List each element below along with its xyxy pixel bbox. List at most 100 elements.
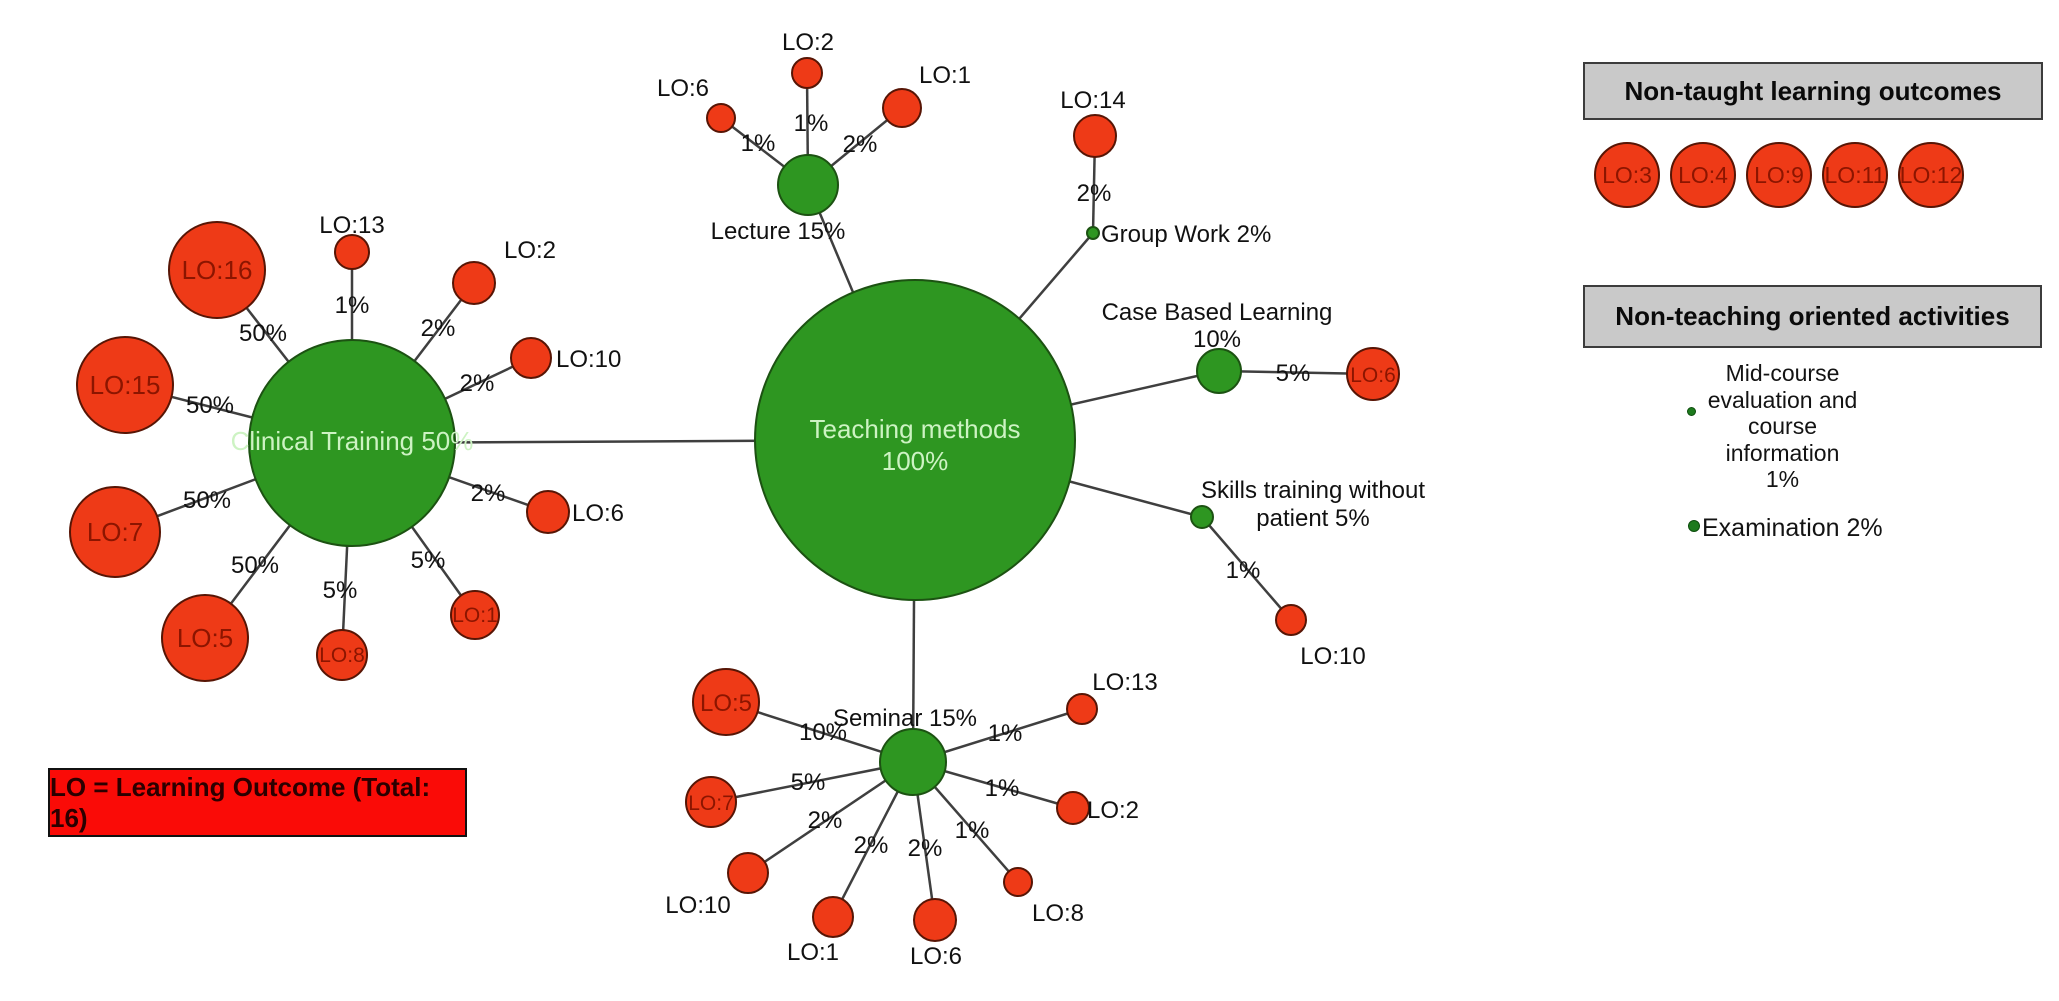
node-sem-lo13	[1066, 693, 1098, 725]
lo-legend-box: LO = Learning Outcome (Total: 16)	[48, 768, 467, 837]
label-seminar-15: Seminar 15%	[833, 705, 977, 732]
label-lo-5: LO:5	[177, 623, 233, 653]
node-cl-lo6	[526, 490, 570, 534]
node-skills	[1190, 505, 1214, 529]
node-cl-lo1	[450, 590, 500, 640]
label-lo-6: LO:6	[657, 75, 709, 102]
node-sk-lo10	[1275, 604, 1307, 636]
lo-legend-text: LO = Learning Outcome (Total: 16)	[50, 771, 431, 833]
label-lo-10: LO:10	[665, 892, 730, 919]
label-50: 50%	[231, 552, 279, 579]
label-1: 1%	[955, 817, 990, 844]
label-lo-2: LO:2	[1087, 797, 1139, 824]
mid-course-label: Mid-course evaluation and course informati…	[1700, 360, 1865, 493]
node-lecture	[777, 154, 839, 216]
node-cl-lo7	[69, 486, 161, 578]
label-1: 1%	[988, 720, 1023, 747]
mid-course-label-line: 1%	[1765, 466, 1800, 492]
label-skills-training-without: Skills training without	[1201, 477, 1425, 504]
label-1: 1%	[335, 292, 370, 319]
node-groupwork	[1086, 226, 1100, 240]
node-lec-lo6	[706, 103, 736, 133]
label-lo-6: LO:6	[1350, 364, 1396, 387]
label-5: 5%	[411, 547, 446, 574]
node-sem-lo5	[692, 668, 760, 736]
label-1: 1%	[794, 110, 829, 137]
non-teaching-title: Non-teaching oriented activities	[1615, 301, 2010, 331]
examination-label: Examination 2%	[1702, 514, 1883, 542]
node-seminar	[879, 728, 947, 796]
node-gw-lo14	[1073, 114, 1117, 158]
node-sem-lo10	[727, 852, 769, 894]
label-2: 2%	[908, 835, 943, 862]
node-lec-lo1	[882, 88, 922, 128]
label-10: 10%	[1193, 326, 1241, 353]
node-case-based	[1196, 348, 1242, 394]
label-lo-1: LO:1	[919, 62, 971, 89]
node-teaching	[754, 279, 1076, 601]
label-5: 5%	[323, 577, 358, 604]
label-2: 2%	[854, 832, 889, 859]
non-teaching-header: Non-teaching oriented activities	[1583, 285, 2042, 348]
label-1: 1%	[1226, 557, 1261, 584]
mid-course-label-line: Mid-course	[1725, 360, 1840, 386]
label-2: 2%	[808, 807, 843, 834]
node-cbl-lo6	[1346, 347, 1400, 401]
non-taught-title: Non-taught learning outcomes	[1624, 75, 2002, 106]
non-taught-circles: LO:3 LO:4 LO:9 LO:11 LO:12	[1594, 142, 1964, 208]
label-lo-1: LO:1	[452, 604, 498, 627]
label-lo-7: LO:7	[87, 517, 143, 547]
label-2: 2%	[843, 131, 878, 158]
mid-course-label-line: evaluation and	[1707, 386, 1858, 413]
label-2: 2%	[471, 480, 506, 507]
non-taught-lo-chip: LO:9	[1746, 142, 1812, 208]
node-clinical	[248, 339, 456, 547]
label-50: 50%	[183, 487, 231, 514]
label-5: 5%	[791, 769, 826, 796]
examination-dot-icon	[1688, 520, 1700, 532]
node-cl-lo8	[316, 629, 368, 681]
label-lo-13: LO:13	[1092, 669, 1157, 696]
label-lo-8: LO:8	[319, 644, 365, 667]
label-lecture-15: Lecture 15%	[711, 218, 846, 245]
label-teaching-methods: Teaching methods	[809, 414, 1020, 444]
label-lo-1: LO:1	[787, 939, 839, 966]
label-lo-2: LO:2	[504, 237, 556, 264]
label-1: 1%	[741, 130, 776, 157]
label-lo-10: LO:10	[556, 346, 621, 373]
label-lo-6: LO:6	[572, 500, 624, 527]
label-1: 1%	[985, 775, 1020, 802]
label-2: 2%	[1077, 180, 1112, 207]
label-lo-10: LO:10	[1300, 643, 1365, 670]
label-lo-13: LO:13	[319, 212, 384, 239]
label-5: 5%	[1276, 360, 1311, 387]
node-cl-lo13	[334, 234, 370, 270]
non-taught-lo-chip: LO:4	[1670, 142, 1736, 208]
label-lo-2: LO:2	[782, 29, 834, 56]
non-taught-lo-chip: LO:11	[1822, 142, 1888, 208]
non-taught-lo-chip: LO:3	[1594, 142, 1660, 208]
label-lo-7: LO:7	[688, 792, 734, 815]
mid-course-label-line: course information	[1725, 413, 1840, 466]
label-50: 50%	[186, 392, 234, 419]
label-10: 10%	[799, 719, 847, 746]
edge-skills-sk-lo10	[1201, 516, 1292, 621]
label-lo-6: LO:6	[910, 943, 962, 970]
node-cl-lo16	[168, 221, 266, 319]
node-sem-lo8	[1003, 867, 1033, 897]
label-case-based-learning: Case Based Learning	[1102, 299, 1333, 326]
node-sem-lo2	[1056, 791, 1090, 825]
node-cl-lo2	[452, 261, 496, 305]
mid-course-dot-icon	[1687, 407, 1696, 416]
non-taught-header: Non-taught learning outcomes	[1583, 62, 2043, 120]
node-cl-lo15	[76, 336, 174, 434]
node-sem-lo6	[913, 898, 957, 942]
label-lo-5: LO:5	[700, 690, 752, 717]
node-cl-lo5	[161, 594, 249, 682]
node-sem-lo7	[685, 776, 737, 828]
label-lo-14: LO:14	[1060, 87, 1125, 114]
node-lec-lo2	[791, 57, 823, 89]
non-taught-lo-chip: LO:12	[1898, 142, 1964, 208]
